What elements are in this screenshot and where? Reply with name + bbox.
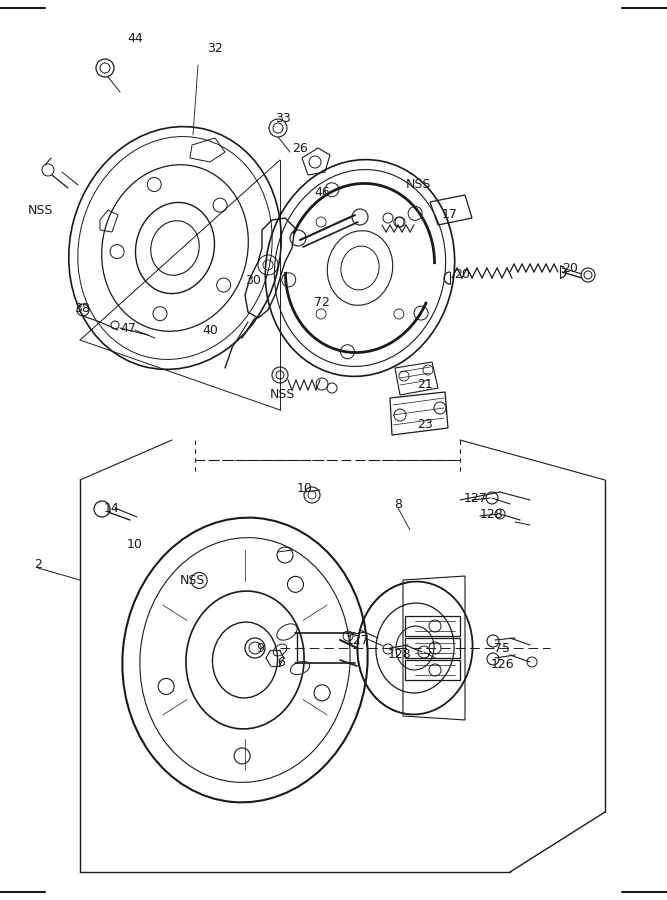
Text: 23: 23 (417, 418, 433, 431)
Text: 127: 127 (464, 491, 488, 505)
Text: 33: 33 (275, 112, 291, 124)
Text: 20: 20 (454, 268, 470, 282)
Text: NSS: NSS (406, 178, 431, 192)
Text: 46: 46 (314, 185, 330, 199)
Text: 20: 20 (562, 262, 578, 274)
Text: NSS: NSS (27, 203, 53, 217)
Text: 9: 9 (256, 642, 264, 654)
Text: 128: 128 (480, 508, 504, 521)
Text: 10: 10 (127, 538, 143, 552)
Text: 30: 30 (245, 274, 261, 286)
Text: 47: 47 (120, 321, 136, 335)
Text: 40: 40 (202, 323, 218, 337)
Text: 2: 2 (34, 559, 42, 572)
Text: NSS: NSS (269, 389, 295, 401)
Text: 44: 44 (127, 32, 143, 44)
Text: 10: 10 (297, 482, 313, 494)
Text: NSS: NSS (179, 573, 205, 587)
Text: 14: 14 (104, 501, 120, 515)
Text: 8: 8 (394, 499, 402, 511)
Text: 21: 21 (417, 379, 433, 392)
Text: 38: 38 (74, 302, 90, 314)
Text: 126: 126 (490, 659, 514, 671)
Text: 72: 72 (314, 295, 330, 309)
Text: 127: 127 (346, 634, 370, 646)
Text: 26: 26 (292, 141, 308, 155)
Text: 32: 32 (207, 41, 223, 55)
Text: 75: 75 (494, 642, 510, 654)
Text: 6: 6 (277, 656, 285, 670)
Text: 128: 128 (388, 649, 412, 662)
Text: 17: 17 (442, 209, 458, 221)
